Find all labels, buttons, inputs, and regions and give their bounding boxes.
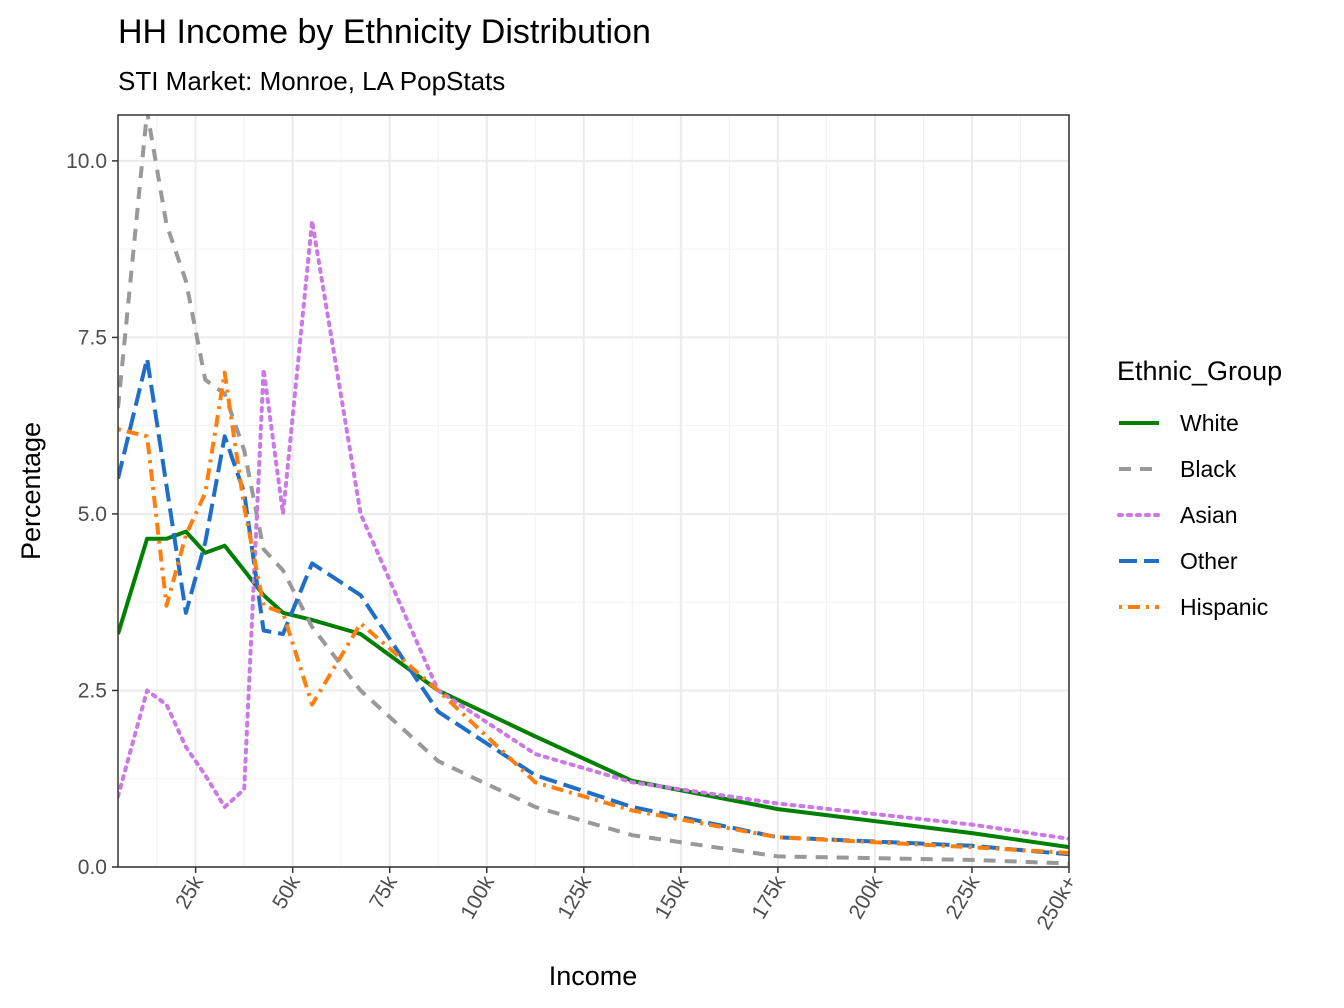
chart-title: HH Income by Ethnicity Distribution xyxy=(118,13,651,51)
x-tick-label: 250k+ xyxy=(1033,872,1082,934)
y-tick-label: 2.5 xyxy=(78,679,107,702)
x-tick-label: 25k xyxy=(171,872,208,913)
legend-label-asian: Asian xyxy=(1180,502,1238,528)
x-axis-title: Income xyxy=(549,961,638,991)
x-tick-label: 125k xyxy=(553,872,596,923)
y-axis-title: Percentage xyxy=(16,422,46,560)
y-tick-label: 0.0 xyxy=(78,856,107,879)
y-tick-label: 5.0 xyxy=(78,503,107,526)
legend-label-black: Black xyxy=(1180,456,1237,482)
chart-subtitle: STI Market: Monroe, LA PopStats xyxy=(118,66,505,96)
series-line-other xyxy=(118,356,1069,857)
series-line-black xyxy=(118,115,1069,866)
legend: Ethnic_Group White Black Asian Other Hispani… xyxy=(1117,356,1282,620)
tick-layer: 25k 50k 75k 100k 125k 150k 175k 200k 225k 250k+ 0.… xyxy=(66,150,1081,934)
x-tick-label: 175k xyxy=(748,872,791,923)
x-tick-label: 150k xyxy=(650,872,693,923)
x-tick-label: 225k xyxy=(942,872,985,923)
x-tick-label: 75k xyxy=(365,872,402,913)
y-tick-label: 10.0 xyxy=(66,150,107,173)
series-line-asian xyxy=(118,218,1069,841)
x-tick-label: 50k xyxy=(268,872,305,913)
legend-title: Ethnic_Group xyxy=(1117,356,1282,386)
legend-label-hispanic: Hispanic xyxy=(1180,594,1268,620)
grid-layer xyxy=(118,115,1070,868)
series-layer xyxy=(118,115,1069,866)
legend-label-white: White xyxy=(1180,410,1239,436)
legend-label-other: Other xyxy=(1180,548,1238,574)
y-tick-label: 7.5 xyxy=(78,326,107,349)
plot-panel-border xyxy=(117,114,1070,868)
x-tick-label: 100k xyxy=(456,872,499,923)
x-tick-label: 200k xyxy=(845,872,888,923)
series-line-white xyxy=(118,529,1069,850)
